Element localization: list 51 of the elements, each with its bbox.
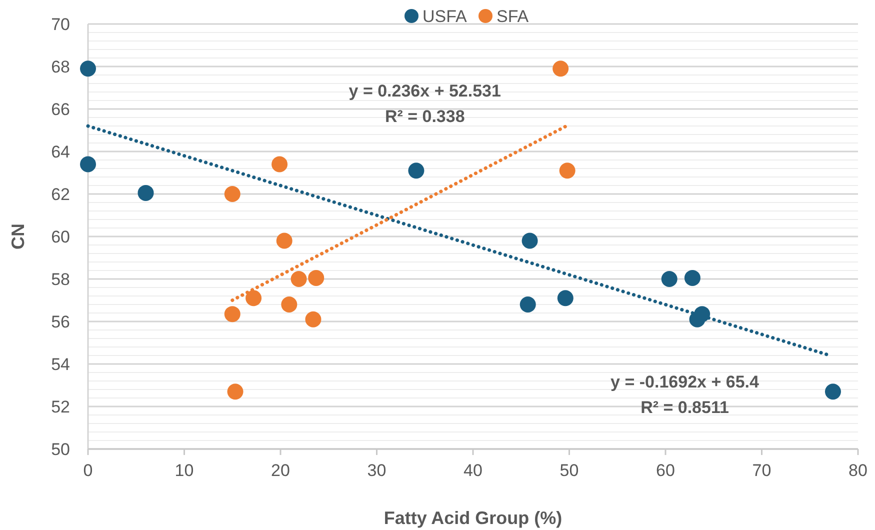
x-tick-label: 0 bbox=[83, 461, 93, 480]
y-axis-title: CN bbox=[8, 224, 28, 250]
point bbox=[559, 162, 576, 179]
y-tick-label: 62 bbox=[51, 185, 70, 204]
annotation: R² = 0.338 bbox=[384, 106, 465, 126]
point bbox=[281, 296, 298, 312]
annotation: R² = 0.8511 bbox=[640, 398, 729, 417]
point bbox=[557, 290, 574, 306]
point bbox=[520, 296, 536, 312]
point bbox=[290, 271, 307, 287]
x-tick-label: 20 bbox=[271, 461, 290, 480]
y-tick-label: 54 bbox=[51, 355, 70, 374]
point bbox=[224, 306, 240, 322]
x-axis-title: Fatty Acid Group (%) bbox=[384, 508, 562, 528]
point bbox=[227, 384, 244, 400]
point bbox=[522, 232, 538, 249]
y-tick-label: 56 bbox=[51, 312, 70, 332]
legend-label: SFA bbox=[496, 7, 530, 26]
point bbox=[272, 156, 288, 172]
y-tick-label: 70 bbox=[51, 15, 70, 34]
point bbox=[408, 162, 424, 179]
point bbox=[305, 311, 322, 328]
point bbox=[80, 60, 96, 77]
point bbox=[308, 270, 324, 286]
point bbox=[694, 306, 710, 322]
point bbox=[824, 384, 841, 400]
y-tick-label: 66 bbox=[51, 100, 70, 119]
point bbox=[246, 290, 262, 306]
point bbox=[80, 156, 96, 172]
y-tick-label: 58 bbox=[51, 270, 70, 289]
point bbox=[276, 232, 292, 249]
point bbox=[684, 270, 700, 286]
point bbox=[552, 60, 569, 77]
y-tick-label: 60 bbox=[51, 228, 70, 246]
point bbox=[138, 184, 154, 201]
annotation: y = -0.1692x + 65.4 bbox=[610, 372, 760, 392]
x-tick-label: 70 bbox=[752, 461, 772, 480]
annotation: y = 0.236x + 52.531 bbox=[348, 81, 501, 100]
y-tick-label: 64 bbox=[51, 142, 70, 162]
legend-label: USFA bbox=[422, 7, 468, 26]
point bbox=[224, 186, 240, 202]
x-tick-label: 50 bbox=[560, 461, 579, 480]
y-tick-label: 52 bbox=[51, 398, 70, 416]
point bbox=[661, 271, 678, 287]
x-tick-label: 30 bbox=[367, 461, 386, 480]
x-tick-label: 10 bbox=[174, 461, 194, 480]
x-tick-label: 80 bbox=[848, 461, 868, 480]
x-tick-label: 60 bbox=[656, 461, 675, 480]
x-tick-label: 40 bbox=[464, 461, 482, 480]
y-tick-label: 50 bbox=[51, 440, 70, 459]
y-tick-label: 68 bbox=[51, 58, 70, 76]
